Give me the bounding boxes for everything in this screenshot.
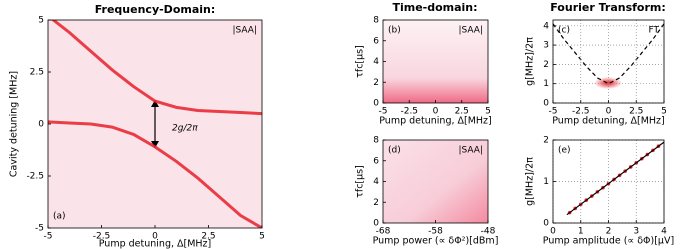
x-tick-label: -2.5 bbox=[572, 107, 590, 117]
y-tick-label: 4 bbox=[543, 21, 549, 31]
y-tick-label: 2.5 bbox=[30, 68, 44, 78]
gap-arrow bbox=[151, 100, 159, 148]
legend-label: |SAA| bbox=[232, 26, 257, 36]
x-tick-label: 2 bbox=[606, 227, 612, 237]
x-tick-label: 0 bbox=[550, 227, 556, 237]
y-tick-label: 2 bbox=[373, 78, 379, 88]
y-tick-label: 2 bbox=[543, 60, 549, 70]
panel-label: (e) bbox=[558, 146, 571, 156]
y-tick-label: 1 bbox=[543, 79, 549, 89]
axes-frame bbox=[47, 19, 263, 229]
x-tick-label: 4 bbox=[661, 227, 667, 237]
heatmap-background bbox=[383, 20, 488, 103]
panel-title: Frequency-Domain: bbox=[95, 3, 216, 16]
x-tick-label: -68 bbox=[376, 227, 391, 237]
y-tick-label: 0 bbox=[543, 99, 549, 109]
y-axis-title: τfc[μs] bbox=[355, 165, 366, 198]
x-tick-label: 5 bbox=[259, 232, 265, 242]
x-axis-title: Pump amplitude (∝ δΦ)[μV] bbox=[543, 236, 674, 247]
y-axis-title: τfc[μs] bbox=[355, 45, 366, 78]
y-tick-label: 4 bbox=[373, 177, 379, 187]
y-tick-label: 0 bbox=[373, 219, 379, 229]
x-tick-label: -5 bbox=[44, 232, 53, 242]
y-tick-label: 8 bbox=[373, 136, 379, 146]
x-tick-label: -48 bbox=[481, 227, 496, 237]
y-tick-label: 5 bbox=[38, 16, 44, 26]
y-tick-label: 1 bbox=[543, 177, 549, 187]
axes-frame bbox=[552, 19, 665, 104]
panel bbox=[48, 20, 262, 228]
x-tick-label: 0 bbox=[433, 107, 439, 117]
x-tick-label: 0 bbox=[152, 232, 158, 242]
y-tick-label: 2 bbox=[543, 136, 549, 146]
x-tick-label: 2.5 bbox=[455, 107, 469, 117]
panel-label: (c) bbox=[558, 26, 570, 36]
y-tick-label: 0 bbox=[38, 120, 44, 130]
data-line bbox=[48, 120, 262, 228]
data-line bbox=[50, 20, 262, 116]
x-tick-label: -5 bbox=[549, 107, 558, 117]
axes-frame bbox=[552, 139, 665, 224]
panel bbox=[553, 23, 664, 85]
axes-frame bbox=[382, 19, 489, 104]
panel-label: (b) bbox=[388, 26, 401, 36]
x-axis-title: Pump power (∝ δΦ²)[dBm] bbox=[373, 236, 499, 247]
x-tick-label: 1 bbox=[578, 227, 584, 237]
y-tick-label: 0 bbox=[543, 219, 549, 229]
x-tick-label: 3 bbox=[633, 227, 639, 237]
panel-label: (a) bbox=[53, 212, 66, 222]
x-tick-label: 2.5 bbox=[201, 232, 215, 242]
y-tick-label: 6 bbox=[373, 156, 379, 166]
y-tick-label: 3 bbox=[543, 41, 549, 51]
annotation: 2g/2π bbox=[172, 124, 198, 134]
x-tick-label: 0 bbox=[606, 107, 612, 117]
legend-label: |SAA| bbox=[458, 146, 483, 156]
y-tick-label: 0 bbox=[373, 99, 379, 109]
x-tick-label: -5 bbox=[379, 107, 388, 117]
data-line bbox=[553, 23, 664, 85]
x-tick-label: -2.5 bbox=[93, 232, 111, 242]
y-tick-label: 2 bbox=[373, 198, 379, 208]
panel bbox=[566, 141, 664, 216]
x-tick-label: -58 bbox=[428, 227, 443, 237]
x-tick-label: 5 bbox=[485, 107, 491, 117]
x-tick-label: 2.5 bbox=[629, 107, 643, 117]
y-tick-label: 8 bbox=[373, 16, 379, 26]
legend-label: |SAA| bbox=[458, 26, 483, 36]
y-tick-label: -2.5 bbox=[26, 172, 44, 182]
heatmap-background bbox=[383, 140, 488, 223]
heatmap-spot bbox=[594, 77, 622, 89]
axes-frame bbox=[382, 139, 489, 224]
panel-title: Time-domain: bbox=[392, 1, 477, 14]
y-tick-label: 6 bbox=[373, 36, 379, 46]
x-tick-label: 5 bbox=[661, 107, 667, 117]
panel-title: Fourier Transform: bbox=[550, 1, 666, 14]
y-axis-title: g[MHz]/2π bbox=[525, 37, 536, 86]
panel-label: (d) bbox=[388, 146, 401, 156]
x-tick-label: -2.5 bbox=[400, 107, 418, 117]
x-axis-title: Pump detuning, Δ[MHz] bbox=[99, 239, 212, 249]
y-tick-label: 4 bbox=[373, 57, 379, 67]
x-axis-title: Pump detuning, Δ[MHz] bbox=[552, 116, 665, 127]
y-axis-title: Cavity detuning [MHz] bbox=[9, 71, 20, 177]
x-axis-title: Pump detuning, Δ[MHz] bbox=[379, 116, 492, 127]
y-axis-title: g[MHz]/2π bbox=[525, 157, 536, 206]
legend-label: FT bbox=[648, 26, 659, 36]
y-tick-label: -5 bbox=[35, 224, 44, 234]
data-line bbox=[566, 141, 664, 216]
